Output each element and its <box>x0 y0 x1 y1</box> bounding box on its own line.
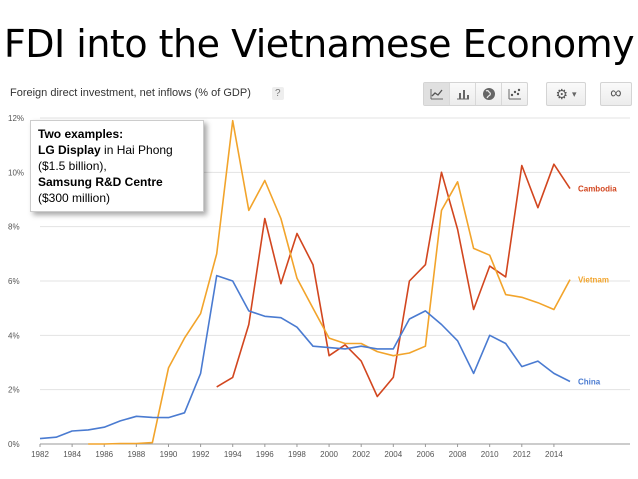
x-tick-label: 2006 <box>417 450 435 459</box>
callout-lg: LG Display in Hai Phong ($1.5 billion), <box>38 143 173 173</box>
x-tick-label: 2008 <box>449 450 467 459</box>
x-tick-label: 2000 <box>320 450 338 459</box>
callout-box: Two examples: LG Display in Hai Phong ($… <box>30 120 204 212</box>
x-tick-label: 1988 <box>127 450 145 459</box>
link-toolbar: ∞ <box>600 82 632 106</box>
line-chart-icon[interactable] <box>424 83 450 105</box>
x-tick-label: 2004 <box>384 450 402 459</box>
series-label-cambodia: Cambodia <box>578 185 617 194</box>
bar-chart-icon[interactable] <box>450 83 476 105</box>
chart-type-toolbar <box>423 82 528 106</box>
settings-toolbar: ⚙ ▾ <box>546 82 586 106</box>
link-icon: ∞ <box>610 85 622 102</box>
y-tick-label: 0% <box>8 440 20 449</box>
callout-title: Two examples: <box>38 127 124 141</box>
x-tick-label: 2002 <box>352 450 370 459</box>
scatter-icon[interactable] <box>502 83 527 105</box>
series-line-vietnam <box>88 119 571 445</box>
x-tick-label: 2014 <box>545 450 563 459</box>
x-tick-label: 1992 <box>192 450 210 459</box>
chart-title: Foreign direct investment, net inflows (… <box>10 87 251 99</box>
x-tick-label: 1990 <box>160 450 178 459</box>
gear-icon: ⚙ <box>555 85 569 102</box>
x-tick-label: 2012 <box>513 450 531 459</box>
x-tick-label: 1998 <box>288 450 306 459</box>
series-line-china <box>39 274 571 440</box>
globe-icon[interactable] <box>476 83 502 105</box>
help-button[interactable]: ? <box>272 87 284 100</box>
y-tick-label: 4% <box>8 331 20 340</box>
slide-title: FDI into the Vietnamese Economy <box>3 22 635 66</box>
x-tick-label: 1994 <box>224 450 242 459</box>
callout-samsung-amount: ($300 million) <box>38 191 111 205</box>
callout-samsung: Samsung R&D Centre <box>38 175 163 189</box>
x-tick-label: 1984 <box>63 450 81 459</box>
y-tick-label: 8% <box>8 223 20 232</box>
x-tick-label: 2010 <box>481 450 499 459</box>
chevron-down-icon: ▾ <box>572 88 577 99</box>
link-button[interactable]: ∞ <box>601 83 631 105</box>
y-tick-label: 2% <box>8 386 20 395</box>
series-label-china: China <box>578 378 601 387</box>
x-tick-label: 1982 <box>31 450 49 459</box>
series-line-cambodia <box>216 163 571 398</box>
y-tick-label: 6% <box>8 277 20 286</box>
series-label-vietnam: Vietnam <box>578 276 609 285</box>
x-tick-label: 1986 <box>95 450 113 459</box>
settings-button[interactable]: ⚙ ▾ <box>547 83 585 105</box>
y-tick-label: 12% <box>8 114 24 123</box>
y-tick-label: 10% <box>8 168 24 177</box>
fdi-line-chart: 0% 2% 4% 6% 8% 10% 12% 1982 1984 1986 1988 1990 1992… <box>8 114 630 459</box>
x-tick-label: 1996 <box>256 450 274 459</box>
chart-header: Foreign direct investment, net inflows (… <box>8 82 632 106</box>
